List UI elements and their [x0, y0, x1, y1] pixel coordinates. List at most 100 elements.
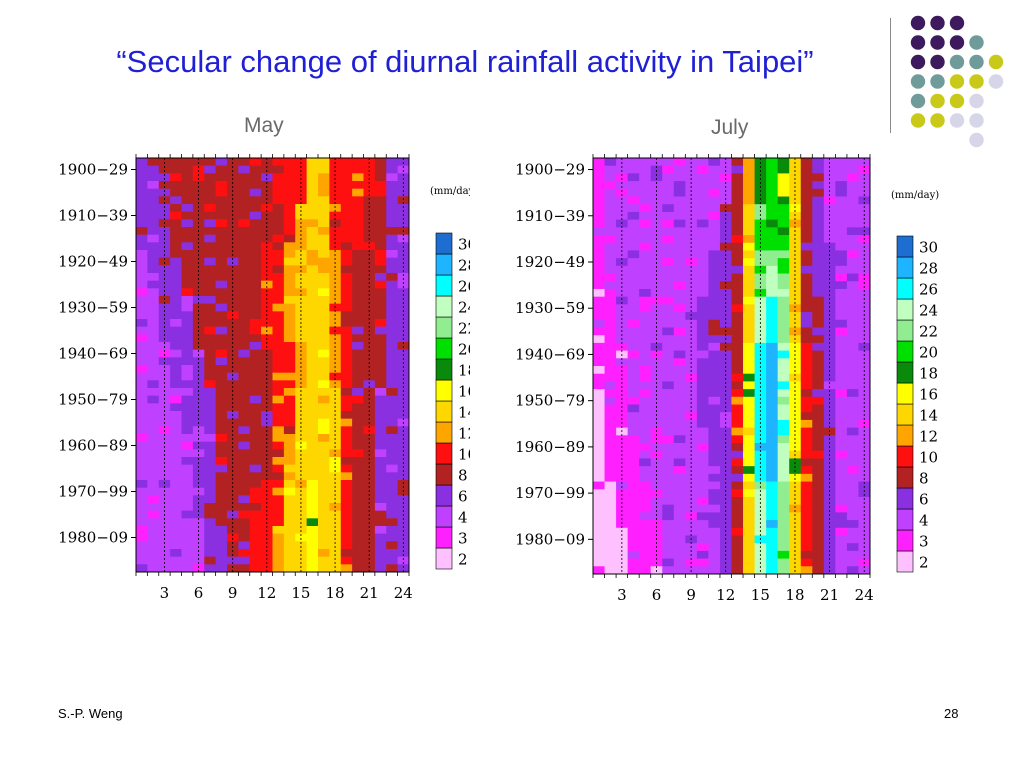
- heatmap-cell: [696, 435, 709, 444]
- heatmap-cell: [731, 273, 744, 282]
- heatmap-cell: [650, 481, 663, 490]
- heatmap-cell: [604, 550, 617, 560]
- heatmap-cell: [283, 342, 296, 351]
- heatmap-cell: [147, 480, 160, 489]
- heatmap-cell: [215, 395, 228, 404]
- heatmap-cell: [593, 312, 606, 321]
- heatmap-cell: [352, 303, 364, 312]
- heatmap-cell: [261, 457, 273, 466]
- heatmap-cell: [673, 496, 686, 506]
- heatmap-cell: [261, 288, 273, 297]
- heatmap-cell: [627, 419, 640, 429]
- heatmap-cell: [719, 496, 732, 506]
- heatmap-cell: [639, 558, 652, 567]
- heatmap-cell: [181, 334, 194, 343]
- heatmap-cell: [639, 427, 652, 436]
- heatmap-cell: [136, 510, 148, 519]
- heatmap-cell: [227, 181, 239, 190]
- heatmap-cell: [340, 219, 353, 228]
- heatmap-cell: [708, 273, 721, 282]
- heatmap-cell: [386, 273, 399, 282]
- heatmap-cell: [181, 204, 194, 213]
- heatmap-cell: [283, 349, 296, 358]
- heatmap-cell: [170, 219, 182, 228]
- heatmap-cell: [627, 450, 640, 459]
- heatmap-cell: [743, 496, 756, 506]
- heatmap-cell: [846, 412, 859, 421]
- heatmap-cell: [181, 280, 194, 289]
- legend-label: 4: [458, 509, 468, 527]
- heatmap-cell: [835, 288, 848, 298]
- heatmap-cell: [627, 327, 640, 336]
- heatmap-cell: [363, 556, 376, 565]
- heatmap-cell: [639, 512, 652, 521]
- heatmap-cell: [662, 158, 675, 167]
- heatmap-cell: [181, 372, 194, 381]
- heatmap-cell: [812, 481, 825, 490]
- heatmap-cell: [662, 273, 675, 282]
- heatmap-cell: [743, 273, 756, 282]
- heatmap-cell: [812, 319, 825, 328]
- heatmap-cell: [766, 419, 779, 429]
- heatmap-cell: [283, 257, 296, 266]
- heatmap-cell: [696, 258, 709, 267]
- heatmap-cell: [283, 503, 296, 512]
- heatmap-cell: [158, 541, 171, 550]
- heatmap-cell: [777, 250, 790, 259]
- heatmap-cell: [593, 304, 606, 313]
- heatmap-cell: [639, 304, 652, 313]
- heatmap-cell: [170, 303, 182, 312]
- heatmap-cell: [650, 496, 663, 506]
- heatmap-cell: [593, 404, 606, 413]
- heatmap-cell: [374, 395, 387, 404]
- heatmap-cell: [743, 396, 756, 406]
- heatmap-cell: [731, 342, 744, 352]
- heatmap-cell: [604, 527, 617, 536]
- heatmap-cell: [766, 543, 779, 552]
- heatmap-cell: [731, 327, 744, 336]
- heatmap-cell: [272, 219, 285, 228]
- heatmap-cell: [627, 319, 640, 328]
- heatmap-cell: [639, 496, 652, 506]
- heatmap-cell: [616, 473, 629, 483]
- legend-label: 6: [919, 491, 929, 509]
- heatmap-cell: [363, 296, 376, 305]
- heatmap-cell: [685, 281, 698, 290]
- heatmap-cell: [662, 258, 675, 267]
- heatmap-cell: [363, 388, 376, 397]
- heatmap-cell: [731, 481, 744, 490]
- legend-label: 24: [458, 299, 470, 317]
- x-tick-label: 18: [785, 586, 804, 604]
- heatmap-cell: [318, 188, 330, 197]
- heatmap-cell: [743, 458, 756, 467]
- heatmap-cell: [846, 342, 859, 352]
- heatmap-cell: [215, 242, 228, 251]
- heatmap-cell: [272, 349, 285, 358]
- heatmap-cell: [306, 158, 319, 167]
- heatmap-cell: [627, 558, 640, 567]
- heatmap-cell: [708, 550, 721, 560]
- decorative-dot: [930, 113, 945, 128]
- heatmap-cell: [136, 434, 148, 443]
- heatmap-cell: [593, 273, 606, 282]
- heatmap-cell: [708, 496, 721, 506]
- heatmap-cell: [708, 312, 721, 321]
- heatmap-cell: [181, 234, 194, 243]
- heatmap-cell: [800, 381, 813, 390]
- heatmap-cell: [181, 165, 194, 174]
- heatmap-cell: [170, 464, 182, 473]
- heatmap-cell: [340, 204, 353, 213]
- heatmap-cell: [352, 372, 364, 381]
- heatmap-cell: [673, 550, 686, 560]
- heatmap-cell: [789, 396, 802, 406]
- heatmap-cell: [639, 404, 652, 413]
- y-tick-label: 1930−59: [58, 299, 128, 317]
- heatmap-cell: [227, 257, 239, 266]
- heatmap-cell: [238, 349, 251, 358]
- heatmap-cell: [261, 388, 273, 397]
- heatmap-cell: [789, 265, 802, 275]
- heatmap-cell: [204, 219, 217, 228]
- heatmap-cell: [204, 510, 217, 519]
- heatmap-cell: [800, 335, 813, 344]
- heatmap-cell: [158, 472, 171, 481]
